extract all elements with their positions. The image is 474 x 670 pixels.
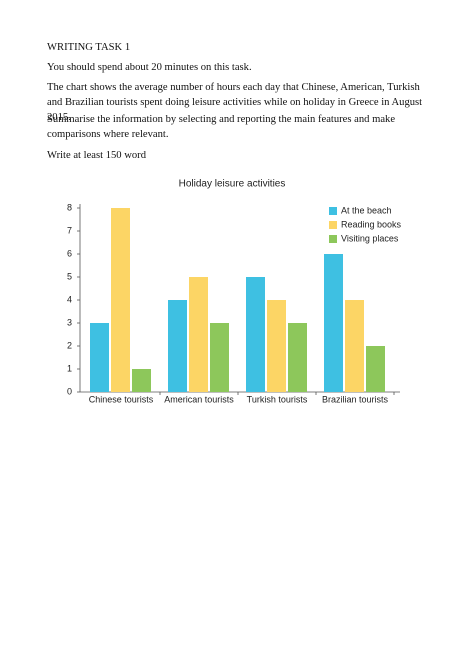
y-tick-label: 4 (67, 294, 72, 304)
bar (189, 277, 208, 392)
bar (366, 346, 385, 392)
bar (168, 300, 187, 392)
bar (132, 369, 151, 392)
bar (210, 323, 229, 392)
paragraph: You should spend about 20 minutes on thi… (47, 62, 252, 73)
x-tick-label: Chinese tourists (89, 394, 154, 404)
bar (288, 323, 307, 392)
paragraph: Summarise the information by selecting a… (47, 114, 396, 140)
legend-swatch (329, 221, 337, 229)
heading: WRITING TASK 1 (47, 42, 131, 53)
legend-label: Reading books (341, 219, 402, 229)
y-tick-label: 8 (67, 202, 72, 212)
chart-title: Holiday leisure activities (179, 179, 286, 190)
x-tick-label: Brazilian tourists (322, 394, 389, 404)
bar (90, 323, 109, 392)
x-tick-label: Turkish tourists (247, 394, 308, 404)
legend-swatch (329, 235, 337, 243)
bar (345, 300, 364, 392)
bar (111, 208, 130, 392)
y-tick-label: 7 (67, 225, 72, 235)
legend-swatch (329, 207, 337, 215)
y-tick-label: 1 (67, 363, 72, 373)
y-tick-label: 2 (67, 340, 72, 350)
legend-label: At the beach (341, 205, 392, 215)
legend-label: Visiting places (341, 233, 399, 243)
y-tick-label: 3 (67, 317, 72, 327)
y-tick-label: 0 (67, 386, 72, 396)
paragraph: The chart shows the average number of ho… (47, 82, 423, 123)
paragraph: Write at least 150 word (47, 150, 147, 161)
y-tick-label: 6 (67, 248, 72, 258)
x-tick-label: American tourists (164, 394, 234, 404)
bar (246, 277, 265, 392)
y-tick-label: 5 (67, 271, 72, 281)
bar (324, 254, 343, 392)
bar (267, 300, 286, 392)
